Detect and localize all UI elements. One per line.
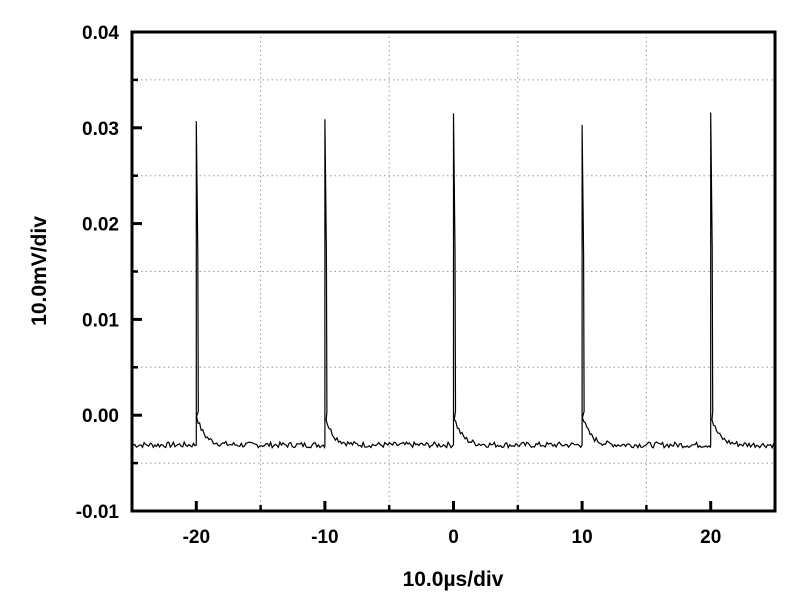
signal-trace (133, 112, 775, 450)
x-tick-labels: -20 -10 0 10 20 (183, 527, 722, 548)
y-tick-label: 0.01 (82, 310, 119, 331)
x-tick-label: -20 (183, 527, 210, 548)
y-tick-label: 0.03 (82, 119, 119, 140)
y-axis-title: 10.0mV/div (28, 216, 51, 326)
grid-lines (132, 32, 775, 511)
y-tick-label: 0.00 (82, 406, 119, 427)
x-tick-label: 10 (572, 527, 593, 548)
x-tick-label: 0 (448, 527, 459, 548)
y-tick-label: 0.02 (82, 215, 119, 236)
axis-ticks (132, 30, 713, 513)
y-tick-label: 0.04 (82, 23, 119, 44)
y-tick-label: -0.01 (76, 502, 120, 523)
x-axis-title: 10.0µs/div (403, 568, 504, 591)
x-tick-label: 20 (700, 527, 721, 548)
x-tick-label: -10 (311, 527, 338, 548)
y-tick-labels: -0.01 0.00 0.01 0.02 0.03 0.04 (76, 23, 120, 523)
